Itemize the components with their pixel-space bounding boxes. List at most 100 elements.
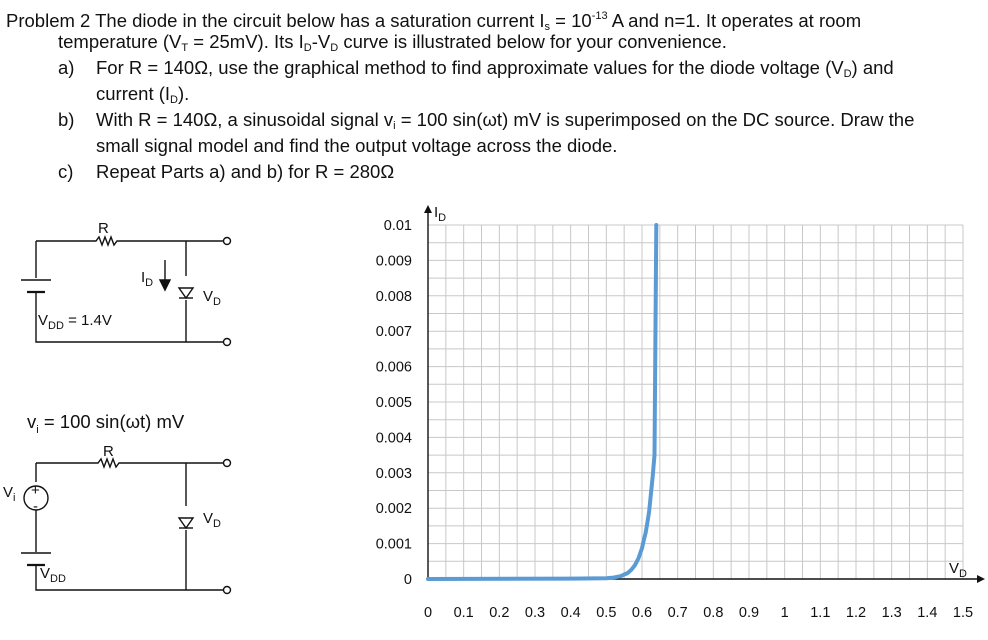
circuit-diagrams: R ID VD VDD = 1.4V vi = 100 sin(ωt) mV R… [3, 220, 232, 595]
part-a-line-2: current (ID). [96, 83, 189, 111]
part-b-line-1: With R = 140Ω, a sinusoidal signal vi = … [96, 109, 914, 137]
circuit2-terminal-top [222, 458, 232, 468]
vd-sub: D [330, 42, 339, 54]
circuit2-vi-sub: i [13, 492, 15, 504]
circuit1-id-label: ID [141, 269, 153, 289]
x-tick-label: 0.3 [525, 605, 545, 621]
line1-post: A and n=1. It operates at room [607, 10, 862, 31]
is-sub: s [544, 21, 551, 33]
circuit1-vdd-label: VDD = 1.4V [38, 312, 112, 332]
id-sub: D [303, 42, 312, 54]
chart-ylabel-main: I [434, 204, 438, 221]
part-a-l2-pre: current (I [96, 83, 171, 104]
y-tick-label: 0.002 [376, 501, 412, 517]
vi-plus: + [31, 482, 40, 499]
part-b-line-2: small signal model and find the output v… [96, 135, 618, 156]
circuit2-top-wire [35, 457, 224, 482]
circuit2-vi-title-sub: i [36, 424, 38, 436]
problem-line-1: Problem 2 The diode in the circuit below… [6, 5, 861, 38]
y-tick-label: 0.003 [376, 466, 412, 482]
circuit1-vdd-main: V [38, 312, 48, 329]
problem-line-2: temperature (VT = 25mV). Its ID-VD curve… [58, 31, 727, 59]
chart-ylabel-sub: D [438, 212, 446, 224]
circuit1-top-wire [35, 235, 224, 278]
circuit1-vd-main: V [203, 288, 213, 305]
circuit1-terminal-bottom [222, 337, 232, 347]
circuit1-terminal-top [222, 236, 232, 246]
x-tick-label: 0.1 [454, 605, 474, 621]
diode2-triangle [177, 517, 195, 530]
part-a-l1-pre: For R = 140Ω, use the graphical method t… [96, 57, 844, 78]
line2-dash: -V [311, 31, 331, 52]
part-b-l1-sub: i [393, 120, 396, 132]
chart-grid [427, 224, 964, 580]
circuit2-vd-label: VD [203, 510, 221, 530]
x-tick-label: 0.2 [489, 605, 509, 621]
line2-mid: = 25mV). Its I [188, 31, 304, 52]
x-axis-arrow [977, 575, 985, 583]
x-tick-label: 0.8 [703, 605, 723, 621]
circuit-2 [21, 457, 232, 595]
y-tick-label: 0.006 [376, 360, 412, 376]
chart-xlabel-main: V [949, 560, 959, 577]
part-a-line-1: For R = 140Ω, use the graphical method t… [96, 57, 894, 85]
circuit2-vi-title-post: = 100 sin(ωt) mV [39, 411, 185, 432]
part-a-letter: a) [58, 57, 75, 78]
part-a-l2-sub: D [170, 94, 178, 106]
exponent: -13 [591, 10, 608, 22]
part-c-letter: c) [58, 161, 74, 182]
chart-xlabel: VD [949, 560, 967, 580]
y-tick-label: 0.009 [376, 253, 412, 269]
y-tick-label: 0.005 [376, 395, 412, 411]
circuit1-id-main: I [141, 269, 145, 286]
part-a-l2-post: ). [177, 83, 190, 104]
circuit1-vdd-sub: DD [48, 320, 64, 332]
x-tick-label: 1.5 [953, 605, 973, 621]
line2-post: curve is illustrated below for your conv… [338, 31, 727, 52]
y-axis-arrow [424, 205, 432, 213]
x-tick-label: 0 [424, 605, 432, 621]
part-a-l1-sub: D [843, 68, 852, 80]
x-tick-label: 1.4 [917, 605, 937, 621]
x-tick-label: 0.6 [632, 605, 652, 621]
x-tick-label: 1.2 [846, 605, 866, 621]
circuit-1 [21, 235, 232, 347]
y-tick-label: 0.004 [376, 430, 412, 446]
y-tick-label: 0.008 [376, 289, 412, 305]
line1-pre: Problem 2 The diode in the circuit below… [6, 10, 545, 31]
circuit1-vd-label: VD [203, 288, 221, 308]
part-c-line: Repeat Parts a) and b) for R = 280Ω [96, 161, 395, 182]
circuit2-vi-title: vi = 100 sin(ωt) mV [27, 411, 185, 436]
x-tick-label: 1 [781, 605, 789, 621]
circuit2-vdd-label: VDD [40, 565, 66, 585]
circuit2-terminal-bottom [222, 585, 232, 595]
chart-series [426, 223, 659, 581]
circuit2-vdd-main: V [40, 565, 50, 582]
chart-xlabel-sub: D [959, 568, 967, 580]
circuit2-vi-title-pre: v [27, 411, 37, 432]
circuit1-vd-sub: D [213, 296, 221, 308]
circuit1-bottom-wire [35, 292, 224, 343]
x-tick-label: 1.3 [882, 605, 902, 621]
y-tick-label: 0.007 [376, 324, 412, 340]
x-tick-label: 0.7 [668, 605, 688, 621]
circuit2-bottom-wire [35, 565, 224, 591]
x-tick-label: 0.4 [561, 605, 581, 621]
circuit2-vd-main: V [203, 510, 213, 527]
x-tick-label: 0.9 [739, 605, 759, 621]
x-tick-label: 1.1 [810, 605, 830, 621]
circuit1-r-label: R [98, 220, 109, 237]
y-tick-label: 0 [404, 572, 412, 588]
iv-curve-line [426, 223, 659, 581]
part-b-l1-pre: With R = 140Ω, a sinusoidal signal v [96, 109, 394, 130]
part-a-l1-post: ) and [851, 57, 894, 78]
line2-pre: temperature (V [58, 31, 182, 52]
vi-minus: - [33, 498, 38, 515]
chart-ticks: 0 0.001 0.002 0.003 0.004 0.005 0.006 0.007 0.00… [376, 218, 973, 621]
circuit2-vd-sub: D [213, 518, 221, 530]
y-tick-label: 0.001 [376, 537, 412, 553]
circuit2-vi-label: Vi [3, 484, 15, 504]
diode1-triangle [177, 287, 195, 300]
part-b-l1-post: = 100 sin(ωt) mV is superimposed on the … [395, 109, 915, 130]
